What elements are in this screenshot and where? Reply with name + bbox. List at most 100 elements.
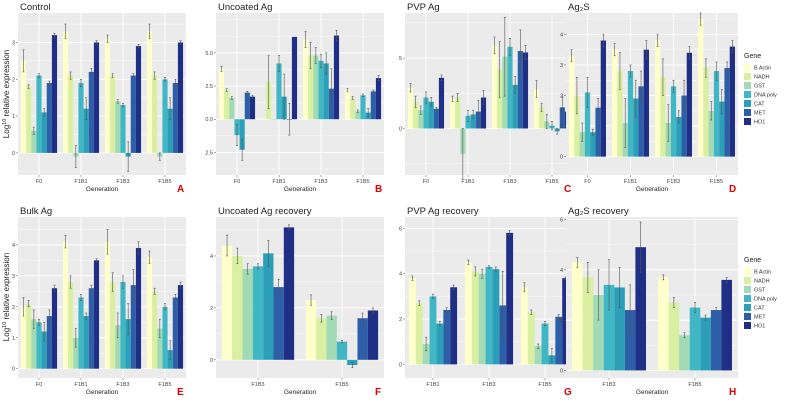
x-tick-label: F1B3 [314,179,327,185]
bar-ho1 [283,227,295,360]
bar-met [681,95,687,157]
bar-gst [31,319,37,369]
bar-b-actin [302,39,309,120]
bar-met [46,82,52,153]
panel-title: Bulk Ag [20,206,52,217]
bar-cat [512,84,518,129]
bar-met [172,82,178,153]
legends: Gene B Actin NADH GST DNA poly CAT MET HO1 Gene B… [744,53,777,330]
bar-ho1 [562,278,570,365]
y-tick-label: 2 [12,77,15,83]
panel-letter: E [177,387,184,398]
x-tick-label: F1B5 [356,179,369,185]
x-tick-label: F1B5 [545,179,558,185]
bar-gst [326,315,337,360]
bar-b-actin [655,40,661,157]
legend-label: GST [754,288,766,294]
panel-title: PVP Ag recovery [407,206,479,217]
bar-cat [125,319,131,369]
bar-met [710,310,722,371]
y-tick-label: 4 [560,268,563,274]
bar-nadh [471,271,479,365]
legend-swatch [744,109,751,116]
bar-met [130,75,136,153]
bar-ho1 [729,46,735,157]
panel-letter: F [375,387,381,398]
legend-title: Gene [744,257,761,264]
panel-letter: G [564,387,572,398]
bar-ho1 [291,36,298,120]
legend: Gene B Actin NADH GST DNA poly CAT MET HO1 [744,257,777,330]
bar-ho1 [480,97,487,129]
legend-label: B Actin [754,270,771,276]
bar-b-actin [104,241,111,369]
panel-title: Control [20,2,51,13]
panel-title: Uncoated Ag recovery [218,206,312,217]
bar-gst [115,325,121,369]
bar-b-actin [260,119,267,120]
x-tick-label: F1B3 [503,179,516,185]
bar-cat [263,253,274,360]
bar-b-actin [221,245,233,360]
panel-letter: C [564,184,571,195]
x-tick-label: F1B3 [667,179,680,185]
bar-cat [470,114,476,129]
x-tick-label: F1B3 [251,382,264,388]
y-tick-label: 3 [12,274,15,280]
y-tick-label: 2 [12,305,15,311]
bar-gst [579,132,585,157]
y-tick-label: 0.0 [205,117,213,123]
x-tick-label: F1B1 [461,179,474,185]
panel-letter: A [177,184,184,195]
bar-b-actin [520,287,528,365]
bar-met [244,92,250,120]
legend-swatch [744,313,751,320]
x-tick-label: F1B3 [116,179,129,185]
x-tick-label: F1B5 [158,179,171,185]
bar-b-actin [20,60,27,153]
legend-label: B Actin [754,66,771,72]
x-tick-label: F1B5 [335,382,348,388]
bar-gst [418,110,424,129]
bar-met [517,51,523,129]
bar-b-actin [407,87,414,129]
legend-swatch [744,277,751,284]
panel-title: Ag₂S recovery [568,206,629,217]
bar-ho1 [249,96,256,120]
y-tick-label: 0 [210,358,213,364]
bar-nadh [232,255,243,360]
legend-label: GST [754,84,766,90]
bar-cat [633,98,639,157]
x-tick-label: F0 [234,179,240,185]
panel-f: Uncoated Ag recovery 0 2 4 F1B3 F1B5 Generatio… [210,206,384,398]
bar-met [88,71,94,153]
y-tick-label: 0 [12,151,15,157]
bar-nadh [68,75,74,153]
bar-b-actin [698,19,704,157]
y-tick-label: 1 [560,124,563,130]
bar-ho1 [135,46,142,153]
bar-b-actin [491,45,498,129]
bar-ho1 [643,49,649,157]
bar-b-actin [146,257,153,369]
bar-dna-poly [670,86,677,157]
bar-ho1 [522,52,529,129]
legend-swatch [744,100,751,107]
x-tick-label: F1B5 [158,382,171,388]
y-tick-label: 2.5 [205,150,213,156]
bar-ho1 [506,232,514,365]
bar-cat [436,323,444,365]
x-tick-label: F1B5 [710,179,723,185]
bar-dna-poly [36,322,42,369]
x-tick-label: F0 [36,382,42,388]
bar-cat [492,269,500,365]
bar-met [443,309,451,365]
bar-nadh [316,318,327,360]
bar-gst [157,328,163,369]
bar-nadh [68,282,74,369]
bar-gst [271,119,277,120]
legend-label: CAT [754,306,765,312]
legend-swatch [744,322,751,329]
y-tick-label: 1 [12,114,15,120]
bar-dna-poly [276,63,282,120]
